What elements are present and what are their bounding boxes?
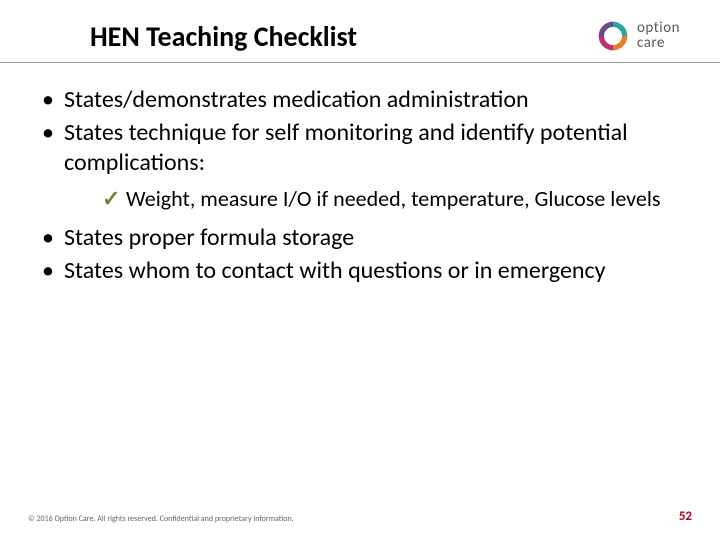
brand-logo: option care [595, 18, 680, 54]
sub-list-item: ✓ Weight, measure I/O if needed, tempera… [102, 185, 678, 213]
brand-text: option care [637, 21, 680, 51]
list-item: States proper formula storage [42, 223, 678, 254]
list-item: States technique for self monitoring and… [42, 118, 678, 214]
copyright-text: © 2016 Option Care. All rights reserved.… [28, 514, 294, 524]
list-item: States/demonstrates medication administr… [42, 85, 678, 116]
slide: HEN Teaching Checklist option care State… [0, 0, 720, 540]
check-icon: ✓ [102, 185, 120, 213]
sub-list-item-text: Weight, measure I/O if needed, temperatu… [126, 185, 661, 212]
list-item-text: States technique for self monitoring and… [64, 118, 628, 178]
swirl-icon [595, 18, 631, 54]
sub-list: ✓ Weight, measure I/O if needed, tempera… [102, 185, 678, 213]
content-body: States/demonstrates medication administr… [0, 63, 720, 287]
brand-line2: care [637, 36, 680, 51]
list-item: States whom to contact with questions or… [42, 256, 678, 287]
bullet-list: States/demonstrates medication administr… [42, 85, 678, 287]
page-number: 52 [679, 509, 692, 524]
header: HEN Teaching Checklist option care [0, 0, 720, 63]
footer: © 2016 Option Care. All rights reserved.… [28, 509, 692, 524]
page-title: HEN Teaching Checklist [90, 19, 357, 54]
